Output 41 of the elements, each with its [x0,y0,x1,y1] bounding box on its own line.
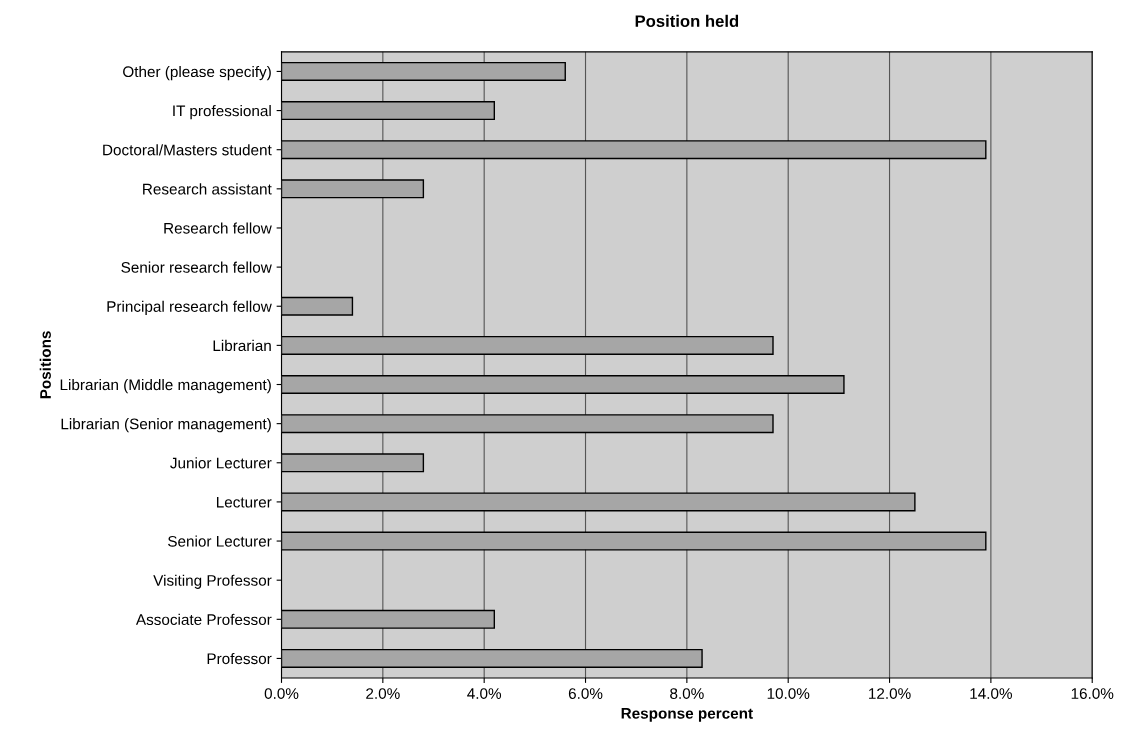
bar [281,335,774,355]
bar [281,531,987,551]
y-tick-label: Senior research fellow [121,261,272,273]
y-tick-label: Other (please specify) [123,65,271,81]
x-tick-label: 8.0% [670,688,704,699]
y-tick-label: Senior Lecturer [168,535,272,547]
y-tick-label: Research fellow [164,222,272,234]
y-tick-label: Doctoral/Masters student [103,144,272,156]
bar [281,414,774,434]
x-tick-label: 4.0% [467,688,502,699]
bar [281,179,425,199]
bar [281,101,496,121]
chart-title: Position held [635,14,739,28]
y-tick-label: Junior Lecturer [170,457,272,469]
bar [281,61,566,81]
y-tick-label: Professor [207,652,272,665]
bar [281,492,916,512]
x-tick-label: 14.0% [970,688,1012,699]
y-tick-label: Visiting Professor [153,574,272,589]
y-tick-label: Librarian [213,339,271,352]
x-axis-title: Response percent [621,708,753,722]
y-tick-label: Lecturer [216,496,272,508]
y-tick-label: IT professional [173,105,271,120]
bar [281,609,496,629]
x-tick-label: 12.0% [869,688,911,699]
y-tick-label: Associate Professor [135,613,272,625]
bar [281,296,354,316]
y-axis-title: Positions [39,331,51,399]
y-tick-label: Librarian (Middle management) [60,378,271,394]
x-tick-label: 16.0% [1071,688,1114,699]
bar [281,375,845,395]
y-tick-label: Librarian (Senior management) [61,418,271,433]
x-tick-label: 6.0% [568,688,603,699]
bar [281,453,425,473]
y-tick-label: Principal research fellow [107,300,272,315]
y-tick-label: Research assistant [143,183,272,195]
x-tick-label: 10.0% [767,688,810,699]
bar [281,140,987,160]
x-tick-label: 2.0% [366,688,400,699]
bar [281,648,703,668]
x-tick-label: 0.0% [264,688,299,699]
